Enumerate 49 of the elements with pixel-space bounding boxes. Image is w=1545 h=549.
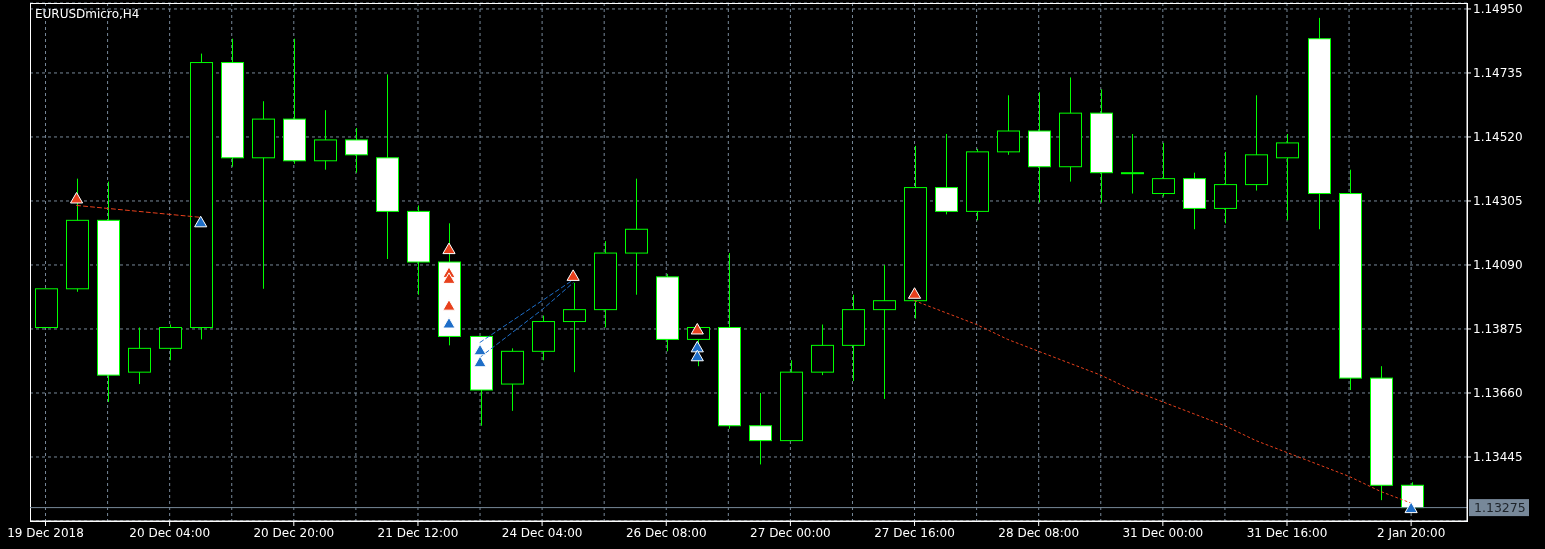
x-tick-label: 24 Dec 04:00 (501, 525, 583, 540)
y-tick-label: 1.14950 (1473, 2, 1523, 17)
candlestick (159, 324, 182, 361)
x-tick-label: 19 Dec 2018 (7, 525, 84, 540)
candlestick (749, 392, 772, 465)
x-tick-label: 27 Dec 00:00 (750, 525, 831, 540)
point (442, 317, 456, 329)
y-tick-label: 1.14305 (1473, 194, 1523, 209)
candlestick (1276, 133, 1299, 221)
y-tick-label: 1.13875 (1473, 322, 1523, 337)
x-tick-label: 31 Dec 16:00 (1246, 525, 1328, 540)
point (907, 287, 922, 299)
candlestick (997, 94, 1020, 156)
y-tick-label: 1.13660 (1473, 386, 1523, 401)
y-tick-label: 1.13445 (1473, 450, 1523, 465)
candlestick (1152, 142, 1175, 198)
candlestick (345, 127, 368, 174)
point (690, 322, 704, 335)
candlestick (128, 326, 151, 385)
point (442, 299, 456, 311)
point (194, 215, 208, 228)
point (690, 349, 704, 362)
point (69, 191, 84, 204)
x-tick-label: 2 Jan 20:00 (1376, 525, 1446, 540)
y-tick-label: 1.14520 (1473, 130, 1523, 145)
point (473, 343, 487, 356)
point (566, 269, 580, 281)
ref-line-label: 1.13275 (1474, 500, 1526, 516)
candlestick (873, 264, 896, 400)
candlestick (1214, 151, 1237, 224)
candlestick (935, 133, 958, 215)
point (690, 340, 704, 353)
x-tick-label: 26 Dec 08:00 (625, 525, 707, 540)
point (1404, 501, 1418, 514)
y-tick-label: 1.14090 (1473, 258, 1523, 273)
point (442, 272, 456, 284)
x-tick-label: 20 Dec 04:00 (129, 525, 211, 540)
x-tick-label: 28 Dec 08:00 (998, 525, 1080, 540)
point (442, 242, 456, 255)
y-tick-label: 1.14735 (1473, 66, 1523, 81)
chart-title: EURUSDmicro,H4 (35, 7, 140, 21)
x-tick-label: 31 Dec 00:00 (1122, 525, 1204, 540)
candlestick (1121, 133, 1144, 195)
x-tick-label: 27 Dec 16:00 (874, 525, 955, 540)
x-tick-label: 20 Dec 20:00 (253, 525, 335, 540)
candlestick (625, 178, 648, 296)
candlestick (563, 282, 586, 373)
candlestick (314, 109, 337, 171)
x-tick-label: 21 Dec 12:00 (377, 525, 459, 540)
